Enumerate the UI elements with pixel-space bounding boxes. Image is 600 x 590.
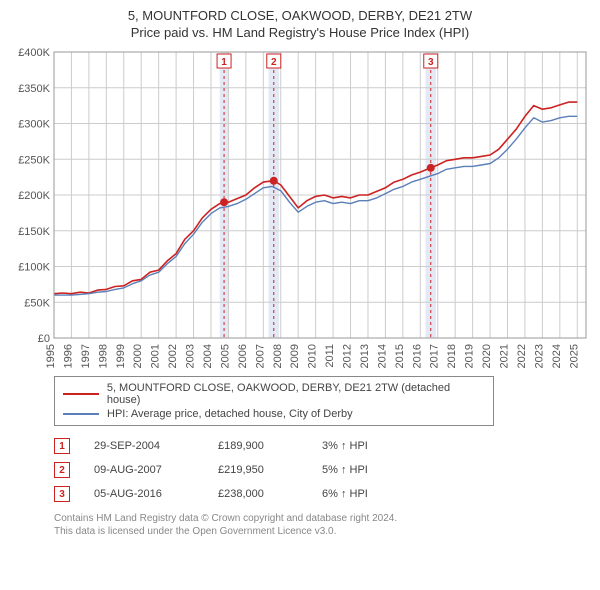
- license-text: Contains HM Land Registry data © Crown c…: [54, 512, 590, 538]
- svg-text:2002: 2002: [167, 344, 179, 368]
- svg-text:2006: 2006: [237, 344, 249, 368]
- title-line1: 5, MOUNTFORD CLOSE, OAKWOOD, DERBY, DE21…: [10, 8, 590, 23]
- svg-text:2003: 2003: [185, 344, 197, 368]
- event-row: 1 29-SEP-2004 £189,900 3% ↑ HPI: [54, 434, 554, 458]
- legend-item: 5, MOUNTFORD CLOSE, OAKWOOD, DERBY, DE21…: [63, 381, 485, 407]
- svg-text:1: 1: [221, 57, 227, 68]
- event-delta: 3% ↑ HPI: [322, 440, 402, 452]
- chart-container: 5, MOUNTFORD CLOSE, OAKWOOD, DERBY, DE21…: [0, 0, 600, 544]
- svg-text:2022: 2022: [516, 344, 528, 368]
- svg-text:2019: 2019: [464, 344, 476, 368]
- events-table: 1 29-SEP-2004 £189,900 3% ↑ HPI 2 09-AUG-2007…: [54, 434, 554, 506]
- event-price: £189,900: [218, 440, 298, 452]
- svg-text:2012: 2012: [342, 344, 354, 368]
- legend: 5, MOUNTFORD CLOSE, OAKWOOD, DERBY, DE21…: [54, 376, 494, 426]
- event-date: 29-SEP-2004: [94, 440, 194, 452]
- svg-text:2020: 2020: [481, 344, 493, 368]
- svg-text:£150K: £150K: [18, 226, 50, 238]
- svg-text:£300K: £300K: [18, 119, 50, 131]
- svg-text:2014: 2014: [376, 344, 388, 368]
- svg-text:2025: 2025: [568, 344, 580, 368]
- svg-text:2016: 2016: [411, 344, 423, 368]
- svg-text:2015: 2015: [394, 344, 406, 368]
- svg-text:1999: 1999: [115, 344, 127, 368]
- svg-text:2010: 2010: [307, 344, 319, 368]
- legend-item: HPI: Average price, detached house, City…: [63, 407, 485, 421]
- svg-text:3: 3: [428, 57, 434, 68]
- svg-text:2013: 2013: [359, 344, 371, 368]
- legend-label: 5, MOUNTFORD CLOSE, OAKWOOD, DERBY, DE21…: [107, 382, 485, 406]
- svg-text:2024: 2024: [551, 344, 563, 368]
- svg-text:£50K: £50K: [24, 297, 50, 309]
- plot-svg: 1 2 3 £0 £50K £100K £150K £200K £250K £300K £350K £…: [10, 48, 590, 368]
- event-price: £219,950: [218, 464, 298, 476]
- svg-text:£200K: £200K: [18, 190, 50, 202]
- svg-text:2008: 2008: [272, 344, 284, 368]
- svg-text:£400K: £400K: [18, 48, 50, 59]
- event-marker: 1: [54, 438, 70, 454]
- svg-text:£100K: £100K: [18, 262, 50, 274]
- svg-text:2017: 2017: [429, 344, 441, 368]
- license-line2: This data is licensed under the Open Gov…: [54, 525, 590, 538]
- svg-text:2023: 2023: [533, 344, 545, 368]
- svg-text:2018: 2018: [446, 344, 458, 368]
- event-row: 3 05-AUG-2016 £238,000 6% ↑ HPI: [54, 482, 554, 506]
- svg-text:2005: 2005: [219, 344, 231, 368]
- license-line1: Contains HM Land Registry data © Crown c…: [54, 512, 590, 525]
- chart-titles: 5, MOUNTFORD CLOSE, OAKWOOD, DERBY, DE21…: [10, 8, 590, 40]
- svg-text:2007: 2007: [254, 344, 266, 368]
- svg-text:2000: 2000: [132, 344, 144, 368]
- event-marker: 2: [54, 462, 70, 478]
- svg-text:£350K: £350K: [18, 83, 50, 95]
- plot-area: 1 2 3 £0 £50K £100K £150K £200K £250K £300K £350K £…: [10, 48, 590, 368]
- event-date: 09-AUG-2007: [94, 464, 194, 476]
- svg-text:1996: 1996: [62, 344, 74, 368]
- svg-text:2011: 2011: [324, 344, 336, 368]
- svg-text:2009: 2009: [289, 344, 301, 368]
- svg-text:2: 2: [271, 57, 277, 68]
- legend-swatch: [63, 393, 99, 395]
- event-date: 05-AUG-2016: [94, 488, 194, 500]
- event-row: 2 09-AUG-2007 £219,950 5% ↑ HPI: [54, 458, 554, 482]
- event-delta: 5% ↑ HPI: [322, 464, 402, 476]
- svg-text:£0: £0: [38, 333, 50, 345]
- svg-text:2004: 2004: [202, 344, 214, 368]
- svg-text:1995: 1995: [45, 344, 57, 368]
- event-delta: 6% ↑ HPI: [322, 488, 402, 500]
- legend-label: HPI: Average price, detached house, City…: [107, 408, 353, 420]
- legend-swatch: [63, 413, 99, 415]
- event-price: £238,000: [218, 488, 298, 500]
- title-line2: Price paid vs. HM Land Registry's House …: [10, 25, 590, 40]
- svg-text:2001: 2001: [150, 344, 162, 368]
- svg-text:£250K: £250K: [18, 154, 50, 166]
- event-marker: 3: [54, 486, 70, 502]
- svg-text:2021: 2021: [499, 344, 511, 368]
- svg-text:1998: 1998: [97, 344, 109, 368]
- svg-text:1997: 1997: [80, 344, 92, 368]
